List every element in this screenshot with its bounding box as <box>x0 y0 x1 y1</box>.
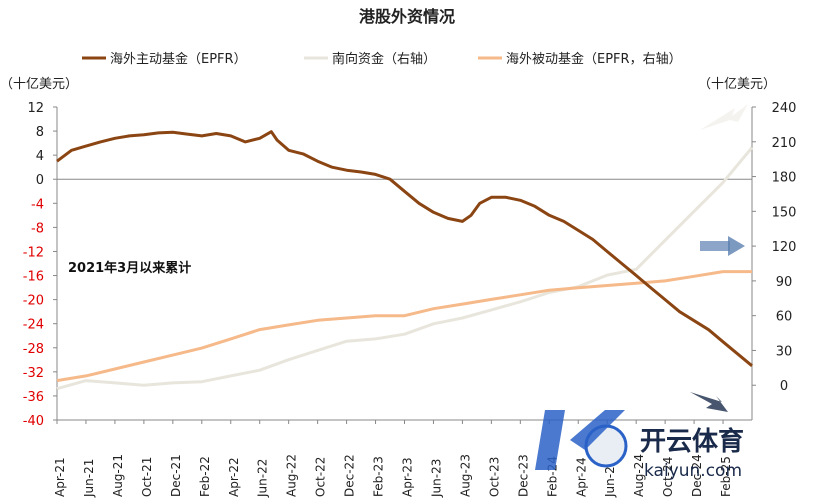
watermark-brand: 开云体育 <box>640 426 744 457</box>
x-tick-label: Apr-21 <box>53 457 67 497</box>
right-tick-label: 90 <box>776 275 793 290</box>
left-tick-label: -12 <box>23 245 44 260</box>
left-tick-label: -24 <box>23 318 44 333</box>
left-axis-ticks: 12 8 4 0 -4 -8 -12 -16 -20 -24 -28 -32 -36 -40 <box>23 101 57 429</box>
arrow-icon-up <box>700 104 748 130</box>
legend-label-active: 海外主动基金（EPFR） <box>110 51 247 67</box>
x-tick-label: Apr-22 <box>227 457 241 497</box>
series-layer <box>56 130 754 391</box>
right-tick-label: 210 <box>772 136 797 151</box>
series-line-active <box>56 130 753 367</box>
left-tick-label: -20 <box>23 294 44 309</box>
right-tick-label: 180 <box>772 171 797 186</box>
left-tick-label: 0 <box>36 173 44 188</box>
x-tick-label: Aug-23 <box>458 454 472 497</box>
left-tick-label: -40 <box>23 414 44 429</box>
x-tick-label: Aug-24 <box>632 454 646 497</box>
left-tick-label: -8 <box>31 221 44 236</box>
x-tick-label: Feb-23 <box>372 456 386 497</box>
legend-label-passive: 海外被动基金（EPFR，右轴） <box>506 51 682 67</box>
right-tick-label: 60 <box>776 310 793 325</box>
left-axis-unit: （十亿美元） <box>0 77 78 92</box>
x-tick-label: Oct-21 <box>140 457 154 497</box>
series-line-southbound <box>56 146 754 391</box>
left-tick-label: 12 <box>27 101 44 116</box>
chart-title: 港股外资情况 <box>359 7 455 26</box>
left-tick-label: -36 <box>23 390 44 405</box>
x-tick-label: Dec-21 <box>169 454 183 497</box>
x-tick-label: Oct-24 <box>661 457 675 497</box>
x-tick-label: Jun-24 <box>603 459 617 498</box>
left-tick-label: -4 <box>31 197 44 212</box>
right-tick-label: 30 <box>776 344 793 359</box>
left-tick-label: 4 <box>36 149 44 164</box>
right-tick-label: 120 <box>772 240 797 255</box>
x-tick-label: Aug-21 <box>111 454 125 497</box>
x-tick-label: Oct-22 <box>314 457 328 497</box>
x-tick-label: Apr-23 <box>401 457 415 497</box>
annotation-cumulative: 2021年3月以来累计 <box>68 260 191 276</box>
x-tick-label: Jun-21 <box>82 459 96 498</box>
arrow-icon-down <box>690 392 728 412</box>
left-tick-label: -32 <box>23 366 44 381</box>
left-tick-label: -16 <box>23 270 44 285</box>
x-tick-label: Dec-24 <box>690 454 704 497</box>
logo-k-icon <box>535 410 625 470</box>
x-tick-label: Aug-22 <box>285 454 299 497</box>
right-tick-label: 150 <box>772 205 797 220</box>
x-tick-label: Dec-23 <box>516 454 530 497</box>
x-tick-label: Feb-25 <box>719 456 733 497</box>
x-tick-label: Dec-22 <box>343 454 357 497</box>
watermark-logo: 开云体育 kaiyun.com <box>535 410 744 481</box>
x-tick-label: Feb-22 <box>198 456 212 497</box>
watermark-site: kaiyun.com <box>644 461 742 481</box>
right-axis-ticks: 240 210 180 150 120 90 60 30 0 <box>752 101 796 394</box>
series-line-passive <box>56 270 752 383</box>
right-tick-label: 240 <box>772 101 797 116</box>
left-tick-label: -28 <box>23 342 44 357</box>
legend: 海外主动基金（EPFR） 南向资金（右轴） 海外被动基金（EPFR，右轴） <box>82 51 682 67</box>
x-tick-label: Jun-23 <box>429 459 443 498</box>
x-tick-label: Apr-24 <box>574 457 588 497</box>
legend-label-southbound: 南向资金（右轴） <box>332 51 436 67</box>
x-tick-label: Jun-22 <box>256 459 270 498</box>
x-axis-ticks: Apr-21 Jun-21 Aug-21 Oct-21 Dec-21 Feb-22 Apr-… <box>53 420 733 498</box>
arrow-icon-right <box>700 236 745 256</box>
right-axis-unit: （十亿美元） <box>698 77 776 92</box>
left-tick-label: 8 <box>36 125 44 140</box>
x-tick-label: Oct-23 <box>487 457 501 497</box>
right-tick-label: 0 <box>780 379 788 394</box>
